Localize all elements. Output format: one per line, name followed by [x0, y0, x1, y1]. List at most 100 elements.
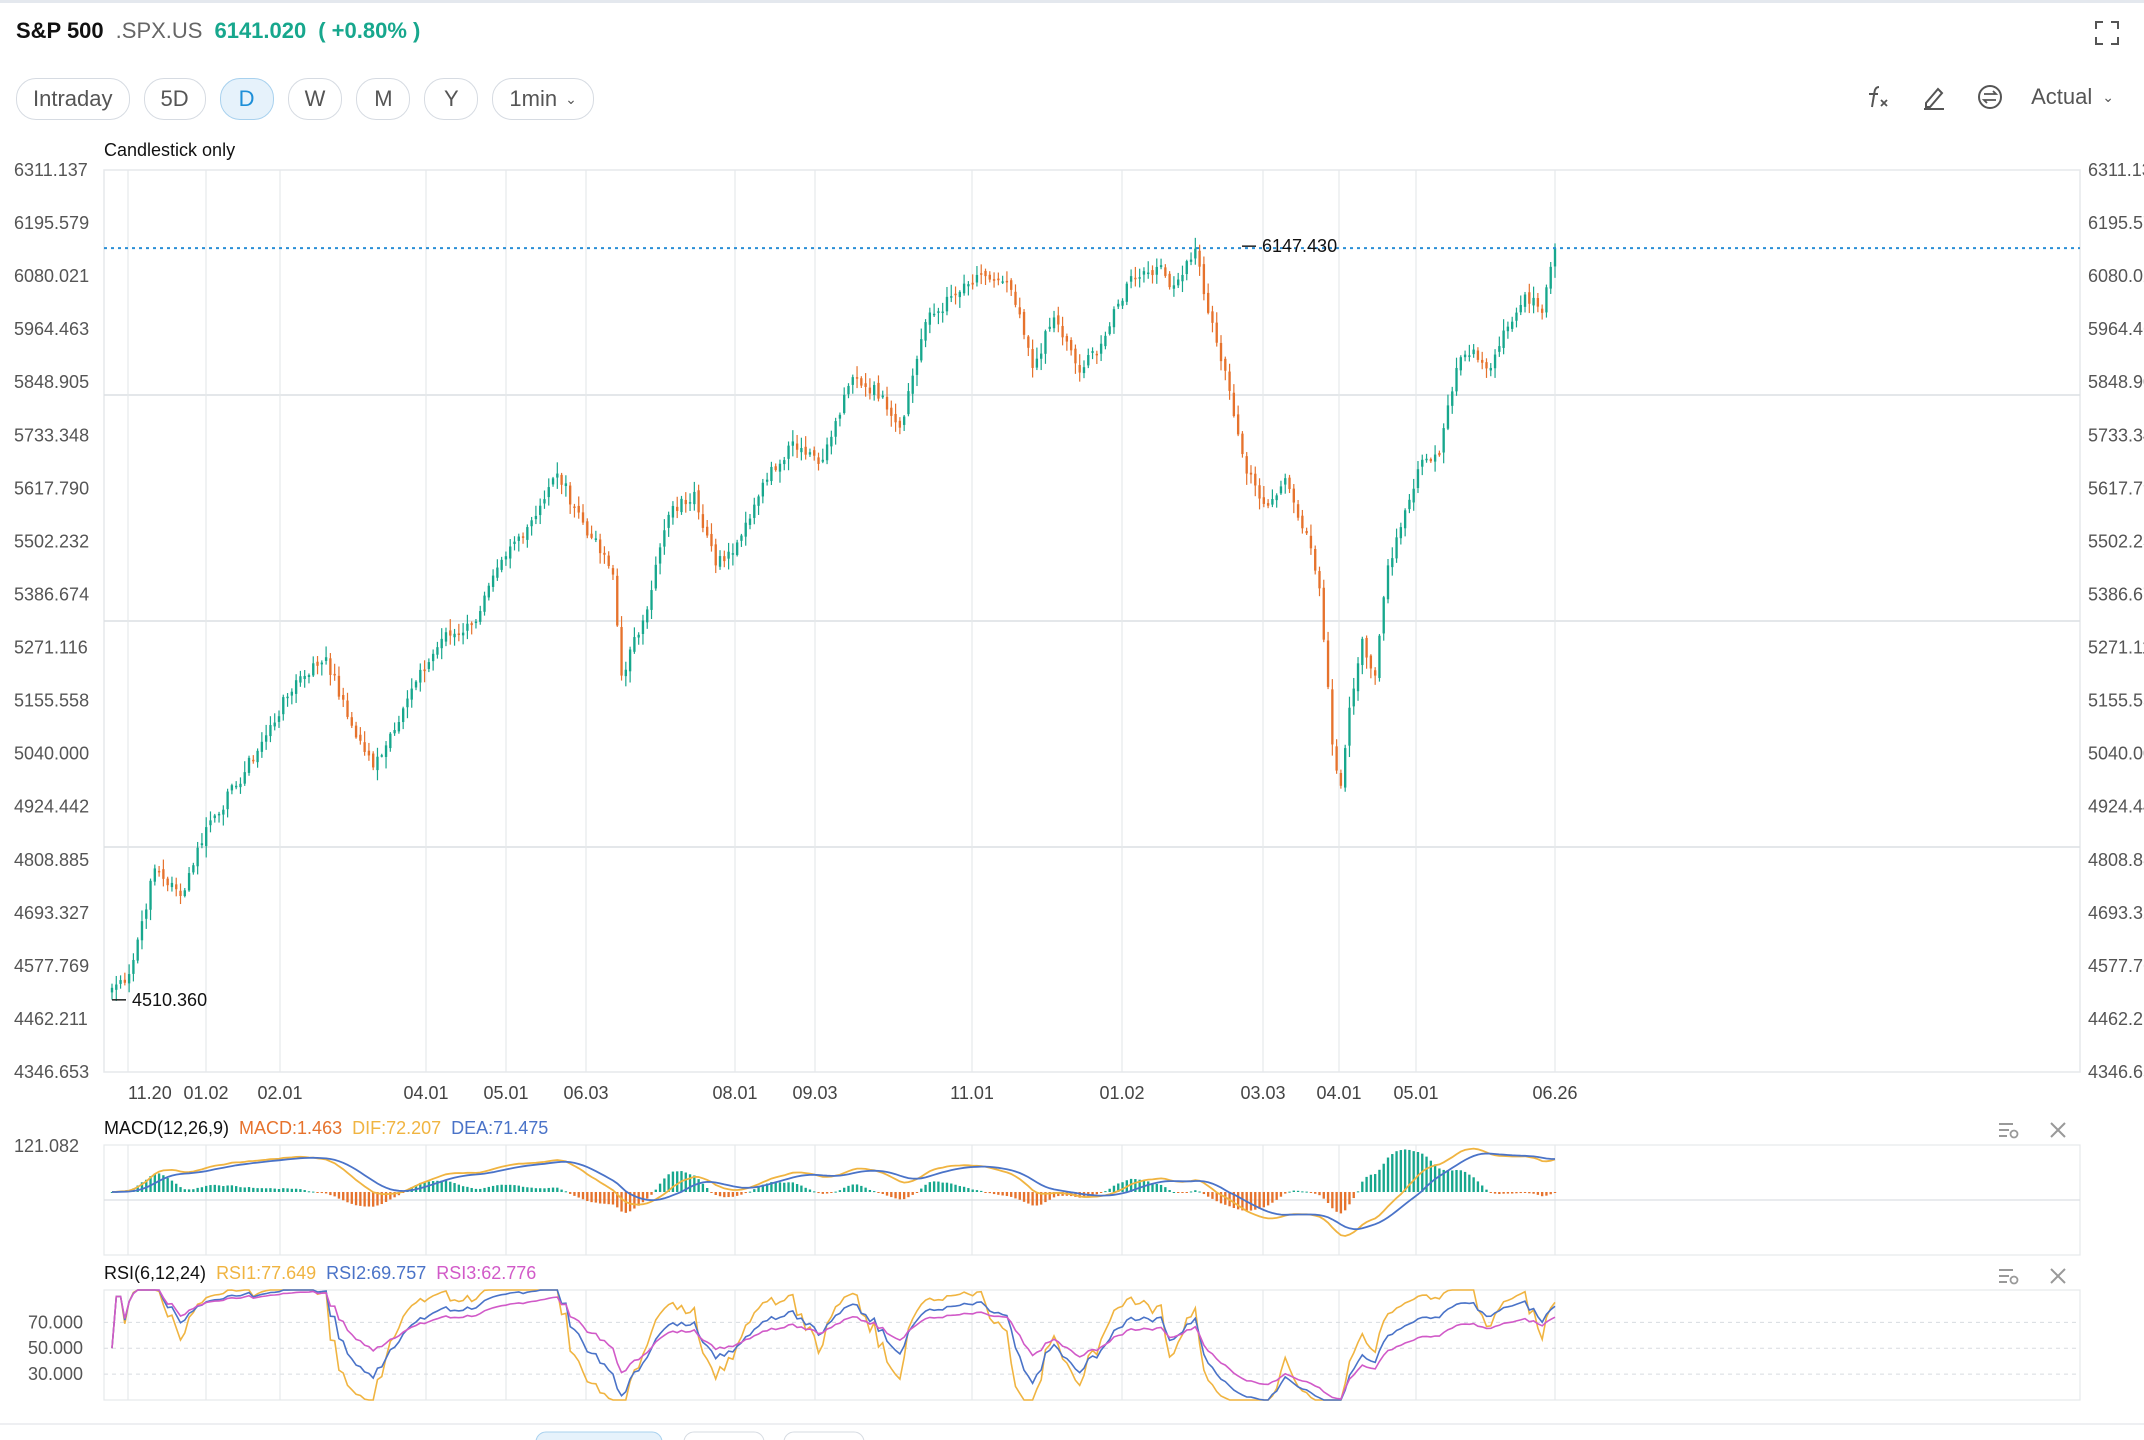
- macd-bar: [363, 1192, 366, 1207]
- rsi2-value: RSI2:69.757: [326, 1263, 427, 1283]
- candle-body: [628, 649, 632, 672]
- macd-bar: [239, 1187, 242, 1192]
- y-tick-label-right: 4462.211: [2088, 1009, 2144, 1029]
- period-5d[interactable]: 5D: [143, 78, 206, 120]
- candle-body: [1468, 355, 1471, 357]
- macd-bar: [1258, 1192, 1261, 1209]
- macd-bar: [1331, 1192, 1334, 1209]
- macd-bar: [1425, 1156, 1428, 1192]
- interval-select[interactable]: 1min ⌄: [492, 78, 594, 120]
- fullscreen-icon[interactable]: [2094, 20, 2120, 46]
- candle-body: [1262, 497, 1266, 504]
- candle-body: [312, 663, 315, 676]
- adjust-select[interactable]: Actual ⌄: [2031, 84, 2114, 110]
- period-y[interactable]: Y: [424, 78, 479, 120]
- candle-body: [637, 634, 640, 638]
- macd-bar: [1189, 1191, 1193, 1193]
- candle-body: [1159, 265, 1163, 268]
- candle-body: [431, 653, 435, 662]
- macd-bar: [1528, 1192, 1531, 1194]
- candle-body: [1151, 270, 1154, 276]
- macd-bar: [992, 1192, 996, 1195]
- candle-body: [1228, 371, 1231, 391]
- macd-bar: [984, 1192, 987, 1193]
- macd-bar: [748, 1191, 752, 1193]
- macd-bar: [140, 1182, 144, 1192]
- candle-body: [187, 873, 191, 891]
- candle-body: [1344, 748, 1347, 788]
- macd-bar: [1395, 1151, 1398, 1192]
- candle-body: [1433, 454, 1437, 462]
- candle-body: [881, 395, 884, 398]
- x-tick-label: 09.03: [792, 1083, 837, 1103]
- period-d[interactable]: D: [219, 78, 274, 120]
- rsi3-line: [111, 1289, 1556, 1400]
- macd-bar: [1211, 1192, 1214, 1199]
- macd-title: MACD(12,26,9): [104, 1118, 230, 1138]
- macd-bar: [359, 1192, 362, 1206]
- rsi-settings-icon[interactable]: [1996, 1264, 2020, 1288]
- macd-bar: [753, 1189, 756, 1192]
- period-m[interactable]: M: [356, 78, 411, 120]
- candle-body: [239, 783, 242, 788]
- macd-bar: [547, 1187, 550, 1192]
- rsi1-line: [111, 1289, 1556, 1401]
- candle-body: [975, 274, 979, 283]
- rsi-title: RSI(6,12,24): [104, 1263, 207, 1283]
- period-w[interactable]: W: [287, 78, 343, 120]
- y-tick-label-right: 4346.653: [2088, 1062, 2144, 1082]
- indicator-fx-icon[interactable]: [1863, 82, 1893, 112]
- candle-body: [1044, 331, 1047, 354]
- macd-bar: [787, 1182, 790, 1192]
- candle-body: [543, 499, 546, 504]
- macd-bar: [616, 1192, 619, 1208]
- macd-close-icon[interactable]: [2046, 1118, 2070, 1142]
- candle-body: [1018, 307, 1021, 315]
- macd-bar: [213, 1184, 216, 1192]
- macd-bar: [598, 1192, 602, 1204]
- macd-bar: [1271, 1192, 1274, 1203]
- draw-pen-icon[interactable]: [1919, 82, 1949, 112]
- macd-bar: [1095, 1192, 1099, 1195]
- y-tick-label: 5964.463: [14, 319, 89, 339]
- candle-body: [958, 291, 961, 298]
- macd-bar: [1044, 1192, 1047, 1203]
- candle-body: [127, 974, 131, 984]
- period-intraday[interactable]: Intraday: [16, 78, 130, 120]
- macd-bar: [1168, 1190, 1171, 1192]
- macd-bar: [200, 1187, 204, 1192]
- candle-body: [624, 669, 628, 677]
- compare-icon[interactable]: [1975, 82, 2005, 112]
- chevron-down-icon: ⌄: [2102, 88, 2114, 105]
- candle-body: [586, 521, 589, 536]
- macd-bar: [205, 1185, 208, 1192]
- macd-bar: [744, 1192, 747, 1194]
- macd-bar: [568, 1192, 572, 1194]
- candle-body: [1309, 535, 1313, 549]
- candle-body: [359, 734, 362, 741]
- candle-body: [1189, 259, 1193, 262]
- candle-body: [183, 890, 186, 897]
- macd-bar: [808, 1189, 812, 1192]
- candle-body: [384, 745, 388, 757]
- macd-bar: [487, 1186, 490, 1192]
- macd-bar: [1057, 1192, 1060, 1197]
- candle-body: [1052, 317, 1056, 329]
- macd-bar: [222, 1186, 225, 1192]
- y-tick-label-right: 5964.463: [2088, 319, 2144, 339]
- macd-bar: [646, 1192, 649, 1199]
- macd-bar: [179, 1187, 182, 1192]
- candle-body: [1147, 272, 1150, 275]
- macd-bar: [1335, 1192, 1338, 1212]
- candle-body: [667, 514, 670, 528]
- macd-bar: [735, 1192, 739, 1196]
- candle-body: [264, 735, 268, 742]
- rsi-close-icon[interactable]: [2046, 1264, 2070, 1288]
- macd-bar: [817, 1192, 820, 1194]
- macd-settings-icon[interactable]: [1996, 1118, 2020, 1142]
- candle-body: [419, 669, 422, 683]
- candle-body: [1493, 354, 1497, 369]
- candle-body: [1305, 531, 1308, 534]
- macd-bar: [1442, 1169, 1445, 1192]
